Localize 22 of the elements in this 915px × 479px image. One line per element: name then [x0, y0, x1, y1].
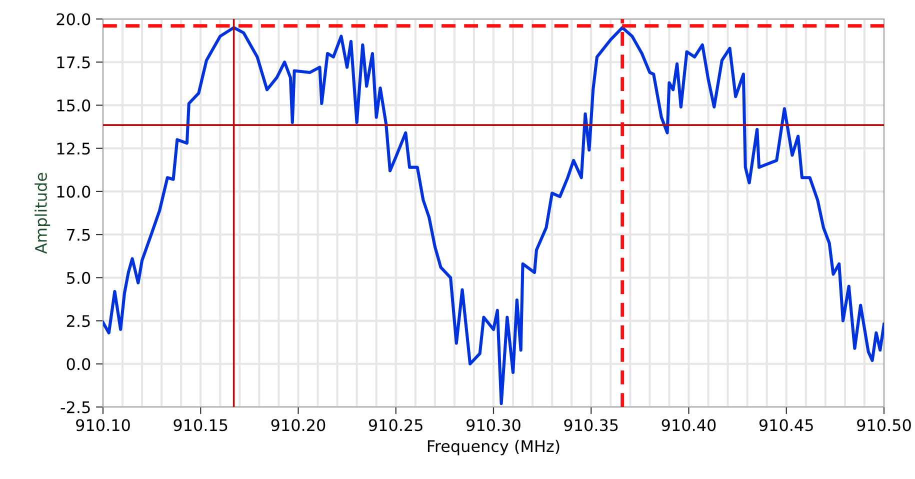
x-tick-label: 910.45	[759, 419, 813, 432]
x-tick-label: 910.15	[174, 419, 228, 432]
x-tick-label: 910.10	[76, 419, 130, 432]
y-tick-label: 12.5	[57, 142, 90, 155]
y-tick-label: -2.5	[60, 401, 90, 414]
y-axis-title: Amplitude	[34, 172, 50, 254]
y-tick-label: 17.5	[57, 56, 90, 68]
y-tick-label: 2.5	[66, 314, 90, 328]
x-tick-label: 910.30	[466, 419, 520, 432]
x-tick-label: 910.25	[368, 419, 422, 432]
y-tick-label: 7.5	[67, 228, 90, 241]
line-series	[103, 26, 884, 406]
x-tick-label: 910.50	[857, 419, 911, 432]
y-tick-label: 10.0	[57, 186, 90, 198]
x-tick-label: 910.35	[564, 419, 618, 432]
x-axis-title: Frequency (MHz)	[428, 440, 560, 456]
x-tick-label: 910.40	[662, 419, 716, 432]
x-tick-label: 910.20	[271, 419, 326, 432]
y-tick-label: 15.0	[57, 99, 90, 112]
y-tick-label: 20.0	[56, 13, 90, 26]
y-tick-label: 0.0	[66, 358, 90, 370]
y-tick-label: 5.0	[67, 272, 90, 284]
